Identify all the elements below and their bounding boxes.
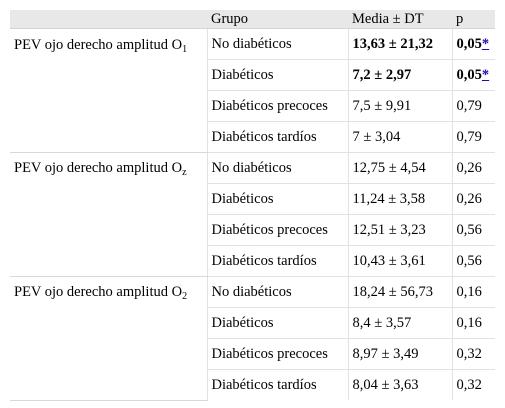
grupo-cell: Diabéticos precoces <box>206 90 348 122</box>
table-row: Diabéticos 11,24 ± 3,58 0,26 <box>10 183 495 215</box>
header-cell-media: Media ± DT <box>348 10 452 29</box>
media-cell: 13,63 ± 21,32 <box>347 28 452 60</box>
media-cell: 7,2 ± 2,97 <box>347 59 452 91</box>
p-cell: 0,79 <box>451 90 495 122</box>
table-row: Diabéticos precoces 8,97 ± 3,49 0,32 <box>10 338 495 370</box>
grupo-cell: Diabéticos <box>206 59 348 91</box>
table-row: Diabéticos precoces 7,5 ± 9,91 0,79 <box>10 90 495 122</box>
header-row: Grupo Media ± DT p <box>10 10 495 29</box>
significance-footnote-link[interactable]: * <box>481 66 490 83</box>
grupo-cell: Diabéticos <box>206 307 348 339</box>
header-cell-grupo: Grupo <box>207 10 348 29</box>
media-cell: 8,4 ± 3,57 <box>347 307 452 339</box>
media-cell: 12,75 ± 4,54 <box>347 152 452 184</box>
variable-label: PEV ojo derecho amplitud O1 <box>10 28 208 153</box>
results-table-container: Grupo Media ± DT p PEV ojo derecho ampli… <box>10 10 495 401</box>
media-cell: 18,24 ± 56,73 <box>347 276 452 308</box>
variable-label: PEV ojo derecho amplitud Oz <box>10 152 208 277</box>
header-cell-variable <box>10 10 207 29</box>
media-cell: 7 ± 3,04 <box>347 121 452 153</box>
p-cell: 0,05* <box>451 59 495 91</box>
table-row: Diabéticos precoces 12,51 ± 3,23 0,56 <box>10 214 495 246</box>
media-cell: 12,51 ± 3,23 <box>347 214 452 246</box>
p-cell: 0,16 <box>451 276 495 308</box>
grupo-cell: Diabéticos precoces <box>206 214 348 246</box>
table-row: PEV ojo derecho amplitud Oz No diabético… <box>10 152 495 277</box>
grupo-cell: Diabéticos precoces <box>206 338 348 370</box>
variable-label-subscript: 2 <box>182 291 188 302</box>
grupo-cell: Diabéticos tardíos <box>206 245 348 277</box>
grupo-cell: No diabéticos <box>206 152 348 184</box>
variable-label-subscript: 1 <box>182 44 188 55</box>
significance-footnote-link[interactable]: * <box>481 35 490 52</box>
grupo-cell: No diabéticos <box>206 276 348 308</box>
variable-label-main: PEV ojo derecho amplitud O <box>14 284 183 300</box>
grupo-cell: Diabéticos tardíos <box>206 121 348 153</box>
table-row: Diabéticos tardíos 8,04 ± 3,63 0,32 <box>10 369 495 400</box>
media-cell: 11,24 ± 3,58 <box>347 183 452 215</box>
media-cell: 8,97 ± 3,49 <box>347 338 452 370</box>
table-row: PEV ojo derecho amplitud O1 No diabético… <box>10 28 495 153</box>
variable-label-main: PEV ojo derecho amplitud O <box>14 37 183 53</box>
p-cell: 0,56 <box>451 214 495 246</box>
grupo-cell: Diabéticos <box>206 183 348 215</box>
table-body: PEV ojo derecho amplitud O1 No diabético… <box>10 28 495 401</box>
p-value: 0,05 <box>456 66 482 83</box>
table-row: Diabéticos 7,2 ± 2,97 0,05* <box>10 59 495 91</box>
p-cell: 0,26 <box>451 183 495 215</box>
media-cell: 7,5 ± 9,91 <box>347 90 452 122</box>
variable-label-subscript: z <box>182 167 187 178</box>
grupo-cell: No diabéticos <box>206 28 348 60</box>
media-cell: 8,04 ± 3,63 <box>347 369 452 400</box>
p-cell: 0,32 <box>451 369 495 400</box>
table-row: Diabéticos tardíos 7 ± 3,04 0,79 <box>10 121 495 153</box>
p-cell: 0,79 <box>451 121 495 153</box>
media-cell: 10,43 ± 3,61 <box>347 245 452 277</box>
table-row: Diabéticos tardíos 10,43 ± 3,61 0,56 <box>10 245 495 277</box>
header-cell-p: p <box>452 10 495 29</box>
p-cell: 0,16 <box>451 307 495 339</box>
table-header: Grupo Media ± DT p <box>10 10 495 29</box>
variable-label-main: PEV ojo derecho amplitud O <box>14 160 183 176</box>
p-cell: 0,32 <box>451 338 495 370</box>
p-cell: 0,05* <box>451 28 495 60</box>
p-cell: 0,26 <box>451 152 495 184</box>
results-table: Grupo Media ± DT p PEV ojo derecho ampli… <box>10 10 495 401</box>
variable-label: PEV ojo derecho amplitud O2 <box>10 276 208 401</box>
p-value: 0,05 <box>456 35 482 52</box>
table-row: PEV ojo derecho amplitud O2 No diabético… <box>10 276 495 401</box>
p-cell: 0,56 <box>451 245 495 277</box>
table-row: Diabéticos 8,4 ± 3,57 0,16 <box>10 307 495 339</box>
grupo-cell: Diabéticos tardíos <box>206 369 348 400</box>
